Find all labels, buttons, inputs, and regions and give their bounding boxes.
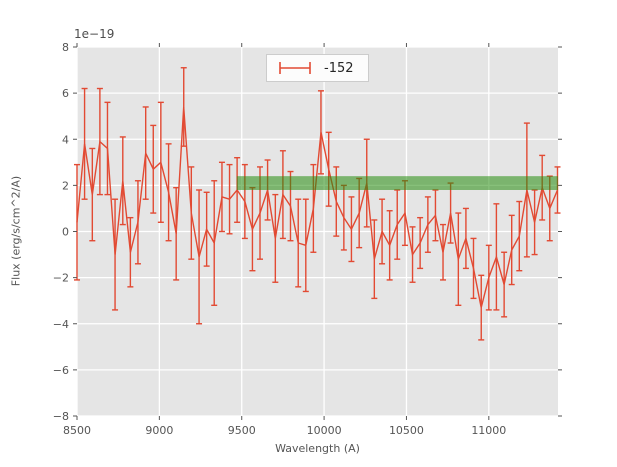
- svg-text:8500: 8500: [63, 424, 91, 437]
- spectrum-line: [76, 106, 559, 308]
- y-tick-labels: −8 −6 −4 −2 0 2 4 6 8: [53, 41, 69, 423]
- svg-text:−2: −2: [53, 272, 69, 285]
- svg-text:10000: 10000: [307, 424, 342, 437]
- svg-text:2: 2: [62, 179, 69, 192]
- x-tick-labels: 8500 9000 9500 10000 10500 11000: [63, 424, 506, 437]
- svg-text:6: 6: [62, 87, 69, 100]
- svg-text:0: 0: [62, 226, 69, 239]
- svg-text:10500: 10500: [389, 424, 424, 437]
- legend: -152: [266, 54, 369, 82]
- svg-text:9000: 9000: [145, 424, 173, 437]
- tick-marks: [73, 43, 562, 420]
- legend-label: -152: [324, 60, 354, 76]
- svg-text:−8: −8: [53, 410, 69, 423]
- svg-text:4: 4: [62, 133, 69, 146]
- grid: [76, 46, 558, 417]
- svg-text:−4: −4: [53, 318, 69, 331]
- x-axis-label: Wavelength (A): [275, 442, 360, 455]
- svg-text:−6: −6: [53, 364, 69, 377]
- svg-text:11000: 11000: [471, 424, 506, 437]
- y-axis-label: Flux (erg/s/cm^2/A): [9, 175, 23, 287]
- axhspan-band: [236, 176, 558, 190]
- svg-text:8: 8: [62, 41, 69, 54]
- errorbar-marker-icon: [279, 62, 311, 74]
- svg-text:9500: 9500: [228, 424, 256, 437]
- axis-offset-text: 1e−19: [74, 27, 115, 41]
